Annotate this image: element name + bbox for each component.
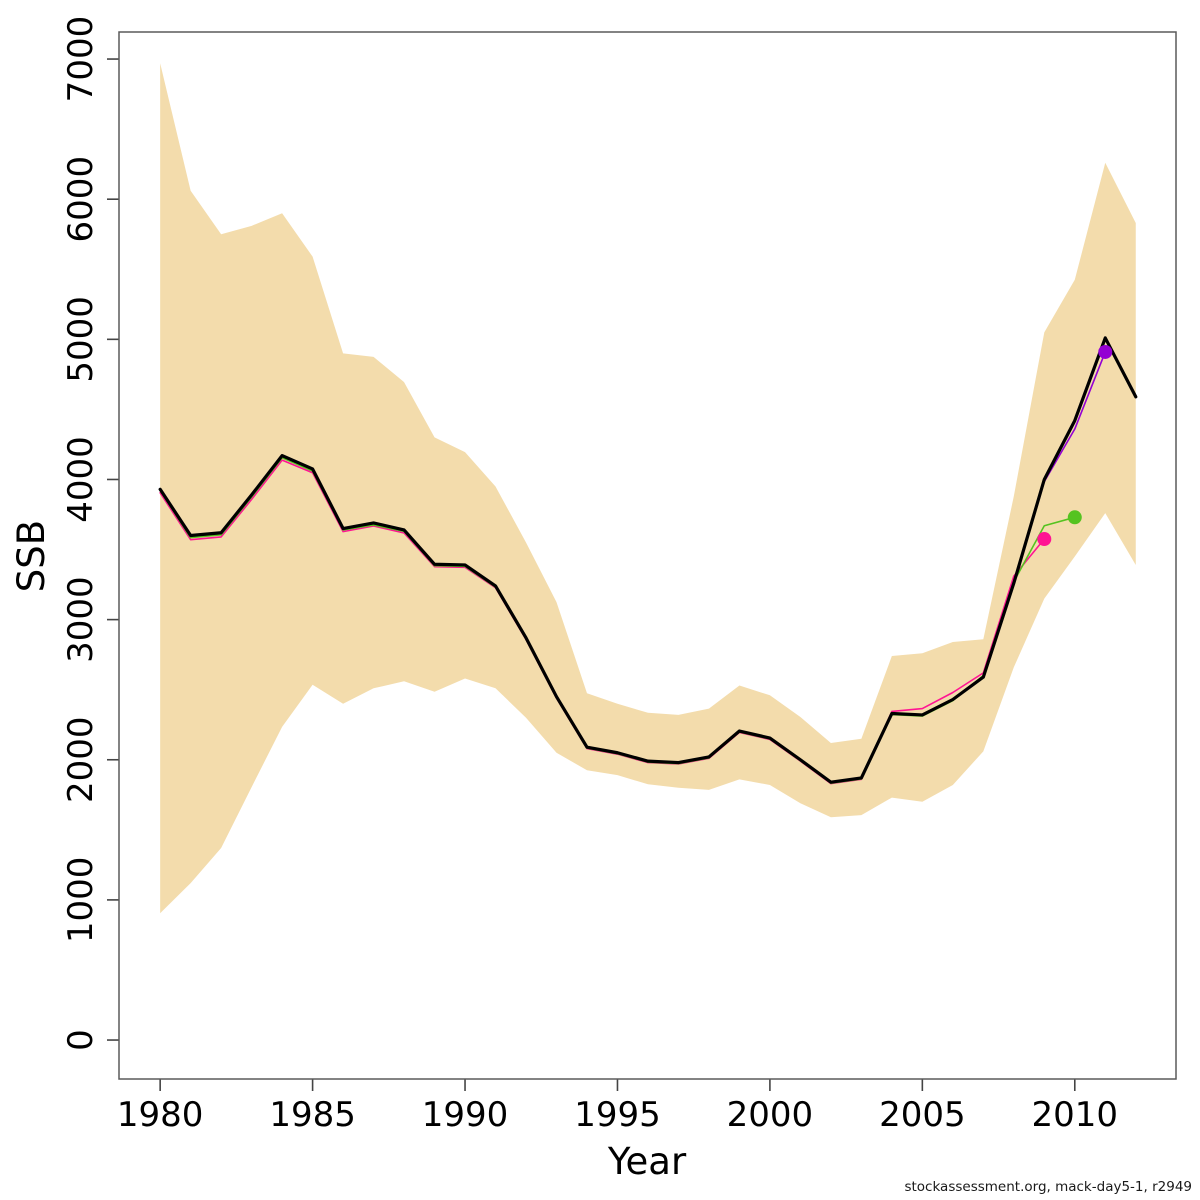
- confidence-interval-band: [160, 63, 1136, 914]
- x-tick-label: 2010: [1032, 1095, 1119, 1135]
- x-tick-label: 1990: [422, 1095, 509, 1135]
- series-final-assessment-run: [158, 336, 1138, 784]
- y-tick-label: 5000: [61, 296, 101, 383]
- y-tick-label: 1000: [61, 857, 101, 944]
- y-tick-label: 7000: [61, 16, 101, 103]
- x-tick-label: 1995: [574, 1095, 661, 1135]
- endpoint-dot-retro-run-2009: [1037, 532, 1052, 547]
- y-tick-label: 3000: [61, 576, 101, 663]
- plot-dynamic-layer: 1980 1985 1990 1995 2000 2005 2010 0 1000 2000 300…: [61, 16, 1138, 1135]
- x-tick-label: 2000: [727, 1095, 814, 1135]
- y-tick-label: 4000: [61, 436, 101, 523]
- y-tick-label: 6000: [61, 156, 101, 243]
- x-tick-label: 1985: [269, 1095, 356, 1135]
- footer-credit: stockassessment.org, mack-day5-1, r2949: [904, 1179, 1192, 1195]
- x-tick-label: 2005: [879, 1095, 966, 1135]
- y-tick-label: 2000: [61, 716, 101, 803]
- x-tick-label: 1980: [117, 1095, 204, 1135]
- y-axis-title: SSB: [10, 520, 53, 592]
- endpoint-dot-retro-run-2011: [1098, 344, 1113, 359]
- y-tick-label: 0: [61, 1029, 101, 1051]
- x-axis-title: Year: [607, 1140, 687, 1183]
- endpoint-dot-retro-run-2010: [1067, 510, 1082, 525]
- plot-box: [118, 31, 1177, 1080]
